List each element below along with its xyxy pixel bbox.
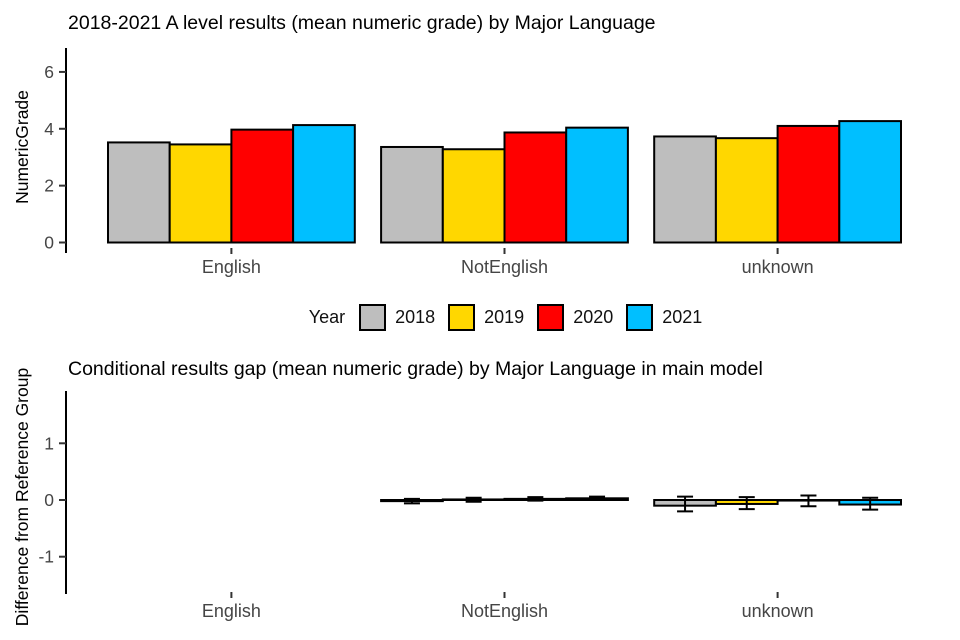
legend-label-2019: 2019	[484, 306, 525, 327]
top-category-label-english: English	[202, 257, 261, 277]
bar-notenglish-2020	[503, 131, 568, 244]
legend-item-2021: 2021	[626, 303, 703, 331]
bar-english-2021	[292, 124, 356, 244]
top-bar-chart: 2018-2021 A level results (mean numeric …	[12, 12, 902, 277]
legend-label-2018: 2018	[395, 306, 436, 327]
bottom-category-label-notenglish: NotEnglish	[461, 601, 548, 621]
top-y-axis-title: NumericGrade	[12, 90, 32, 204]
legend: Year 2018 2019 2020 2021	[66, 300, 945, 334]
bottom-bar-chart: Conditional results gap (mean numeric gr…	[12, 358, 902, 626]
bar-english-2020	[230, 128, 295, 244]
bar-unknown-2019	[714, 137, 779, 244]
legend-item-2020: 2020	[537, 303, 614, 331]
bar-notenglish-2021	[565, 126, 629, 244]
legend-swatch-2018	[359, 303, 387, 331]
bar-unknown-2020	[776, 124, 841, 244]
top-y-tick-label: 0	[44, 233, 54, 253]
legend-swatch-2019	[448, 303, 476, 331]
legend-title: Year	[308, 306, 346, 327]
bottom-y-tick-label: 1	[44, 433, 54, 453]
bottom-y-axis-title: Difference from Reference Group	[12, 368, 32, 626]
bar-unknown-2021	[838, 120, 902, 244]
bar-unknown-2018	[653, 135, 717, 244]
top-category-label-unknown: unknown	[742, 257, 814, 277]
top-y-tick-label: 6	[44, 62, 54, 82]
bottom-category-label-english: English	[202, 601, 261, 621]
bar-english-2019	[168, 143, 233, 244]
bar-notenglish-2019	[441, 148, 506, 244]
top-category-label-notenglish: NotEnglish	[461, 257, 548, 277]
bar-notenglish-2018	[380, 145, 444, 244]
bottom-y-tick-label: 0	[44, 490, 54, 510]
legend-swatch-2020	[537, 303, 565, 331]
bottom-chart-title: Conditional results gap (mean numeric gr…	[68, 358, 763, 380]
legend-label-2020: 2020	[573, 306, 614, 327]
bottom-y-tick-label: -1	[38, 547, 54, 567]
legend-item-2018: 2018	[359, 303, 436, 331]
bar-english-2018	[107, 141, 171, 244]
top-y-tick-label: 2	[44, 176, 54, 196]
top-y-tick-label: 4	[44, 119, 54, 139]
legend-swatch-2021	[626, 303, 654, 331]
bottom-category-label-unknown: unknown	[742, 601, 814, 621]
legend-item-2019: 2019	[448, 303, 525, 331]
legend-label-2021: 2021	[662, 306, 703, 327]
top-chart-title: 2018-2021 A level results (mean numeric …	[68, 12, 656, 34]
